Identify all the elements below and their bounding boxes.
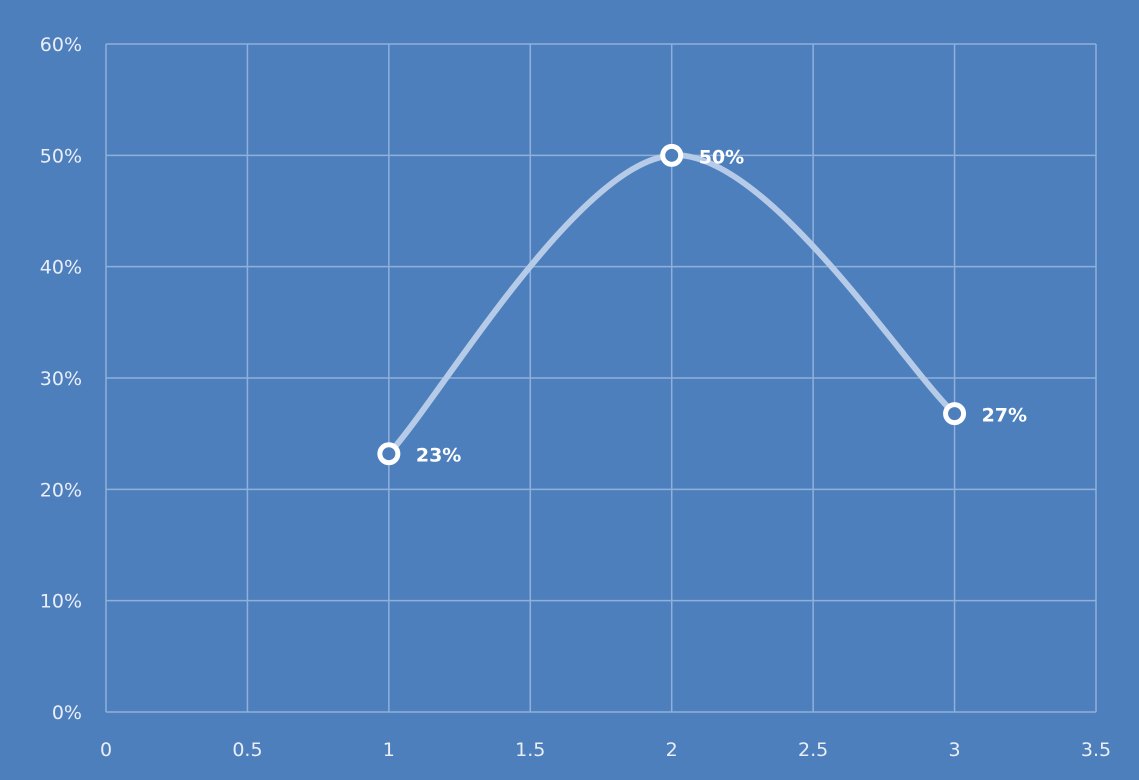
data-point-marker	[377, 442, 401, 466]
y-tick-label: 40%	[40, 257, 82, 279]
series-markers	[377, 143, 967, 466]
x-tick-label: 3	[949, 739, 961, 761]
x-tick-label: 2	[666, 739, 678, 761]
x-tick-label: 0	[100, 739, 112, 761]
data-labels: 23% 50% 27%	[416, 146, 1027, 466]
x-tick-label: 1.5	[515, 739, 545, 761]
x-tick-label: 2.5	[798, 739, 828, 761]
x-tick-label: 1	[383, 739, 395, 761]
data-point-marker	[660, 143, 684, 167]
y-axis-tick-labels: 0% 10% 20% 30% 40% 50% 60%	[40, 34, 82, 724]
data-label: 50%	[699, 146, 744, 168]
x-axis-tick-labels: 0 0.5 1 1.5 2 2.5 3 3.5	[100, 739, 1111, 761]
data-label: 23%	[416, 445, 461, 467]
y-tick-label: 50%	[40, 145, 82, 167]
y-tick-label: 60%	[40, 34, 82, 56]
gridlines	[105, 43, 1097, 713]
y-tick-label: 10%	[40, 591, 82, 613]
data-point-marker	[943, 402, 967, 426]
y-tick-label: 0%	[52, 702, 82, 724]
y-tick-label: 20%	[40, 479, 82, 501]
x-tick-label: 0.5	[232, 739, 262, 761]
data-label: 27%	[982, 405, 1027, 427]
x-tick-label: 3.5	[1081, 739, 1111, 761]
y-tick-label: 30%	[40, 368, 82, 390]
